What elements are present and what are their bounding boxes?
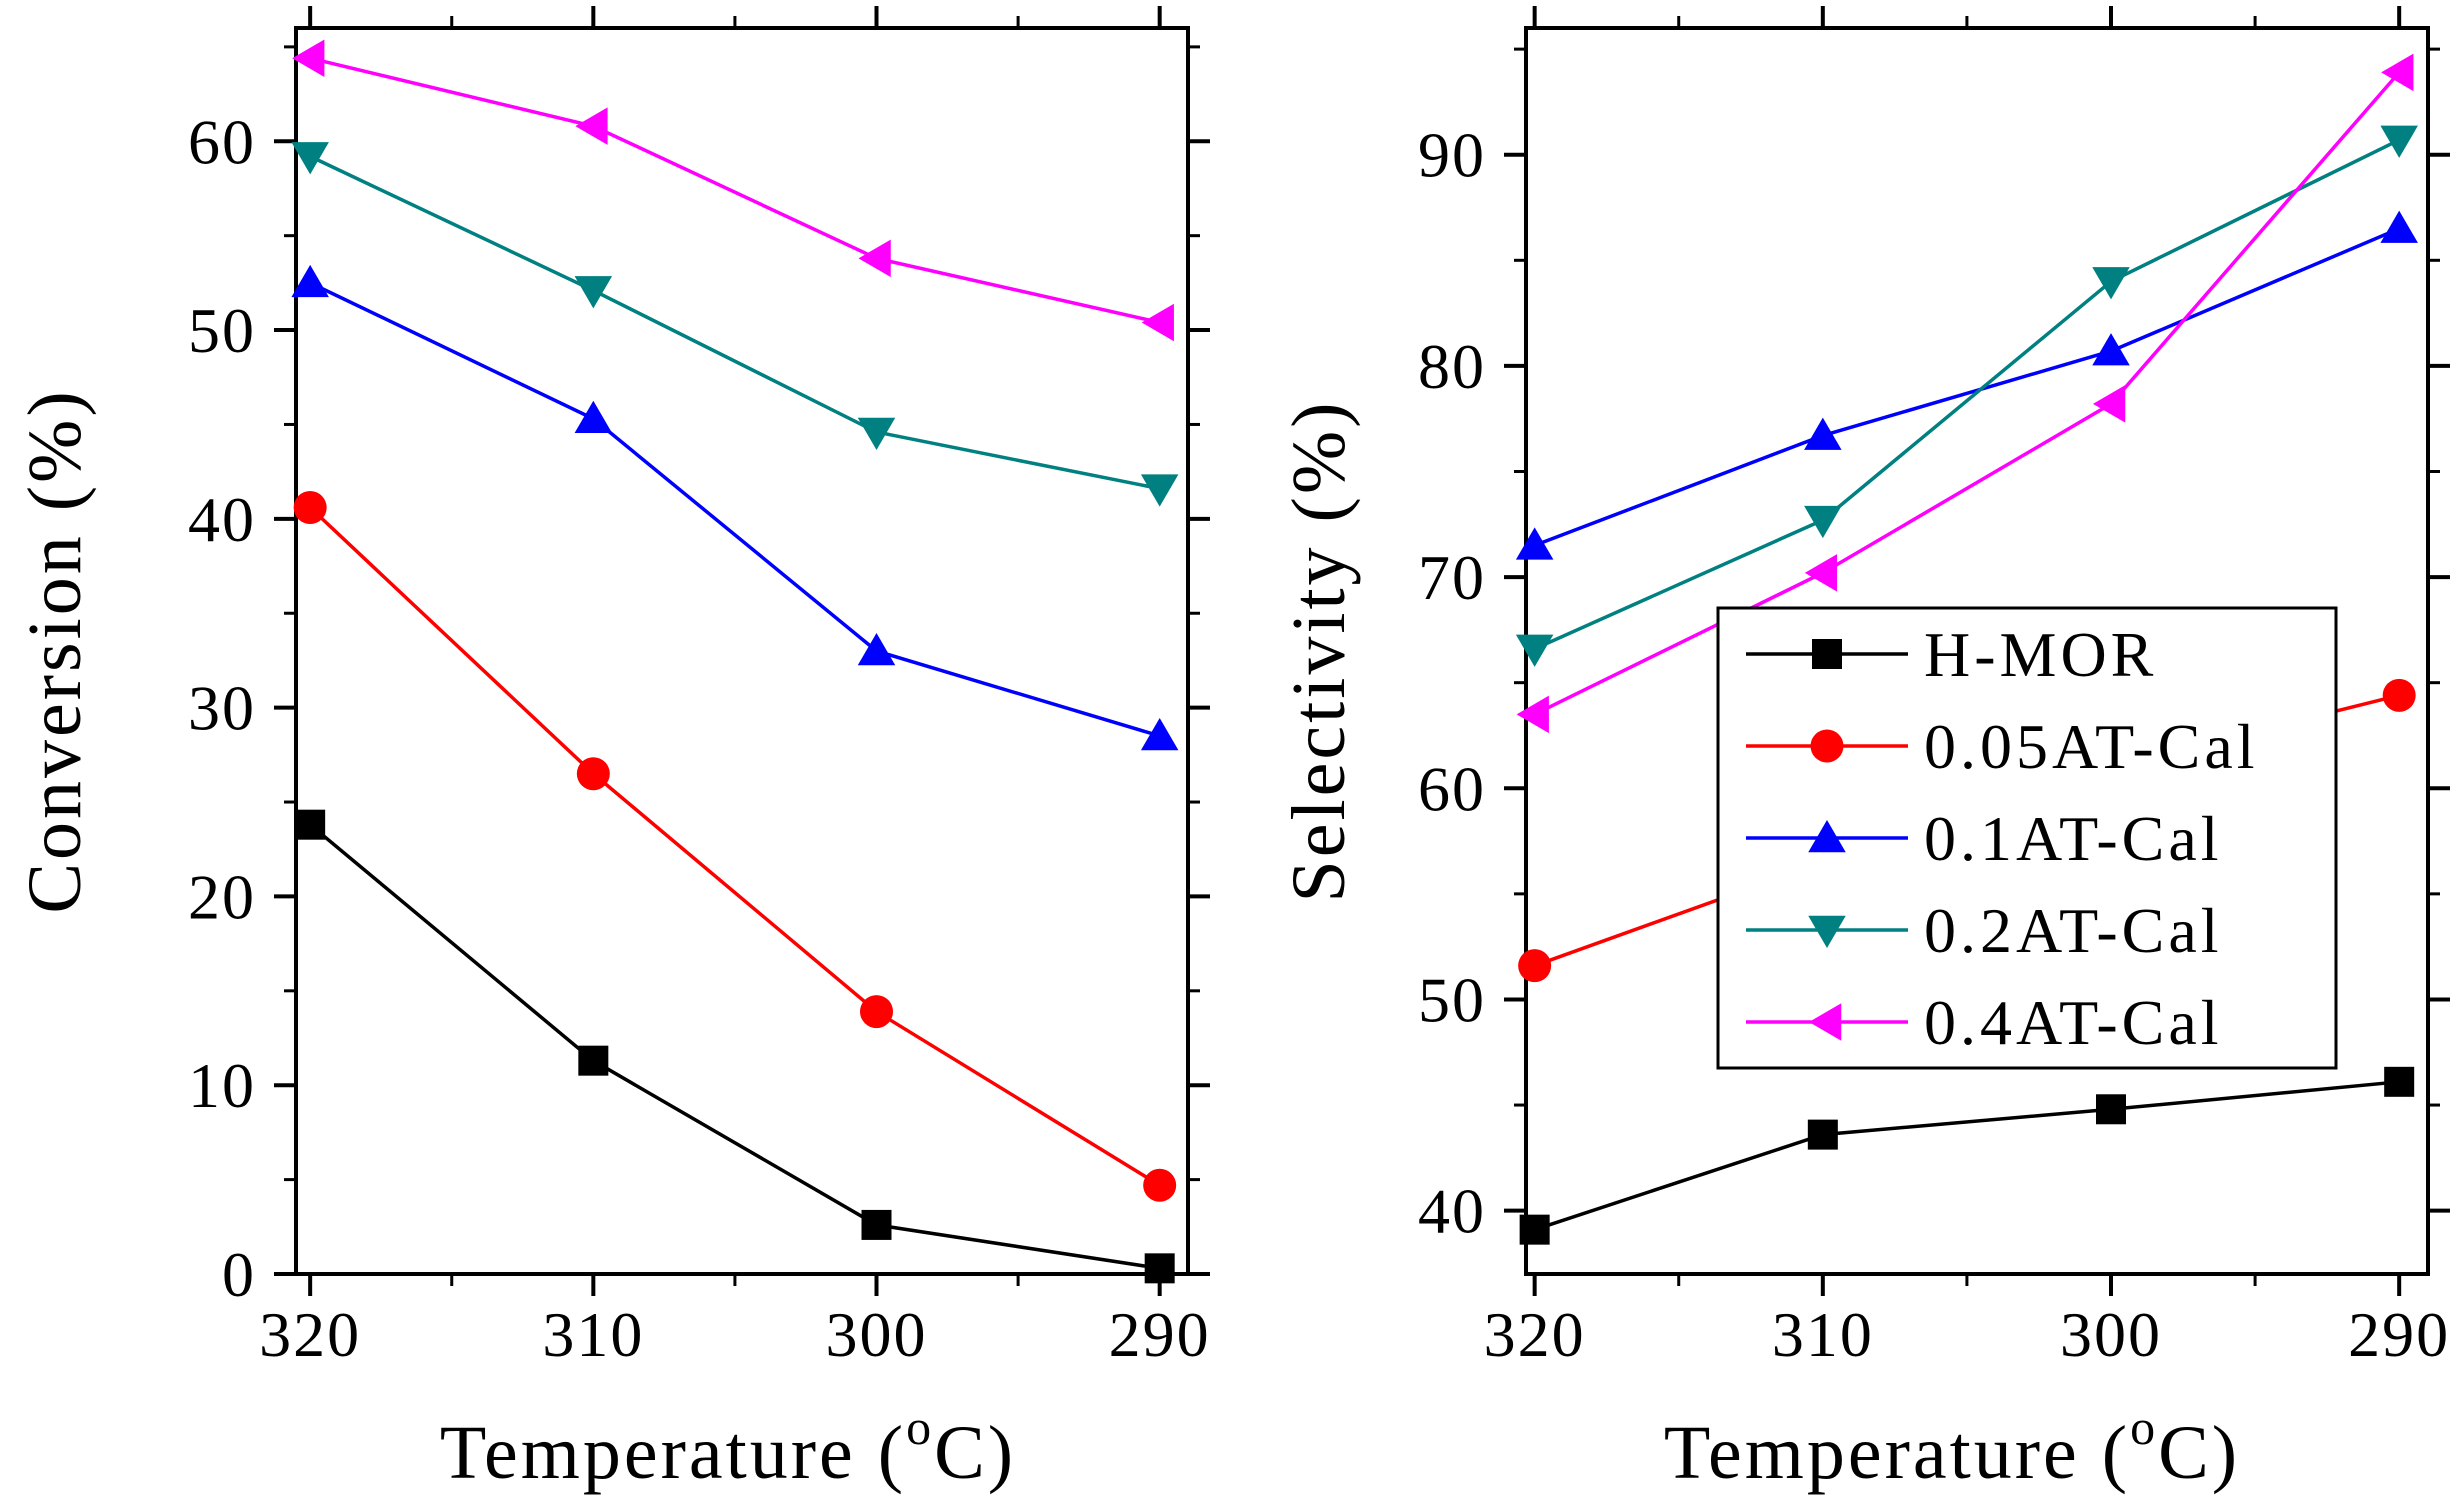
data-point-s5-p2 xyxy=(575,107,608,145)
data-point-s3-p2 xyxy=(574,400,613,434)
series-line-1 xyxy=(1534,1080,2400,1232)
x-axis-title: Temperature (oC) xyxy=(1664,1399,2240,1495)
legend-label: 0.4AT-Cal xyxy=(1924,987,2223,1058)
series-line-1 xyxy=(309,823,1160,1271)
data-point-s5-p1 xyxy=(292,39,325,77)
x-axis-title-end: C) xyxy=(2158,1411,2240,1495)
series-line-4 xyxy=(1533,138,2400,651)
data-point-s2-p3 xyxy=(860,995,894,1029)
y-tick-label: 40 xyxy=(1418,1176,1486,1247)
data-point-s3-p4 xyxy=(1140,717,1179,751)
data-point-s5-p4 xyxy=(2381,53,2414,92)
y-axis-title: Selectivity (%) xyxy=(1277,400,1361,903)
chart-panel-2: 40 50 60 70 80 90 320 310 300 290 Temperature (oC)… xyxy=(1277,6,2450,1495)
legend: H-MOR 0.05AT-Cal 0.1AT-Cal 0.2AT-Cal 0.4AT-C… xyxy=(1716,606,2338,1070)
data-point-s1-p1 xyxy=(295,809,326,840)
data-point-s4-p3 xyxy=(857,417,896,451)
x-axis-title-sup: o xyxy=(2130,1399,2158,1455)
data-point-s1-p4 xyxy=(2384,1066,2415,1097)
data-point-s5-p4 xyxy=(1141,303,1174,342)
x-tick-label: 310 xyxy=(542,1299,644,1370)
y-tick-label: 60 xyxy=(188,106,256,177)
series-line-3 xyxy=(309,281,1161,738)
data-point-s2-p4 xyxy=(1143,1168,1177,1202)
x-axis-title-end: C) xyxy=(934,1411,1016,1495)
legend-marker xyxy=(1808,820,1846,853)
data-point-s3-p4 xyxy=(2380,210,2418,243)
legend-label: H-MOR xyxy=(1924,619,2157,690)
legend-marker xyxy=(1810,729,1844,763)
data-point-s4-p1 xyxy=(1515,634,1554,667)
legend-marker xyxy=(1809,1003,1842,1041)
legend-label: 0.05AT-Cal xyxy=(1924,711,2259,782)
data-point-s5-p2 xyxy=(1804,554,1838,592)
data-point-s2-p2 xyxy=(576,757,610,791)
series-line-5 xyxy=(1533,71,2401,716)
y-tick-label: 0 xyxy=(222,1239,256,1310)
data-point-s3-p1 xyxy=(1515,527,1554,560)
data-point-s5-p1 xyxy=(1516,695,1549,734)
legend-label: 0.1AT-Cal xyxy=(1924,803,2223,874)
x-axis-title-main: Temperature ( xyxy=(1664,1411,2130,1495)
y-tick-label: 70 xyxy=(1418,542,1486,613)
legend-label: 0.2AT-Cal xyxy=(1924,895,2223,966)
data-point-s1-p1 xyxy=(1519,1214,1550,1245)
series-line-3 xyxy=(1534,227,2400,548)
data-point-s3-p3 xyxy=(857,633,896,666)
y-axis-title: Conversion (%) xyxy=(13,388,97,913)
x-axis-title: Temperature (oC) xyxy=(440,1399,1016,1495)
y-tick-label: 20 xyxy=(188,861,256,932)
x-tick-label: 300 xyxy=(826,1299,928,1370)
y-tick-label: 50 xyxy=(188,295,256,366)
data-point-s5-p3 xyxy=(858,239,891,278)
data-point-s4-p4 xyxy=(1140,474,1179,507)
data-point-s4-p1 xyxy=(291,142,329,175)
series-line-2 xyxy=(308,506,1161,1187)
data-point-s3-p3 xyxy=(2092,333,2130,366)
legend-marker xyxy=(1808,915,1846,948)
data-point-s3-p2 xyxy=(1804,417,1842,450)
y-tick-label: 90 xyxy=(1418,120,1486,191)
data-point-s4-p3 xyxy=(2092,267,2130,300)
data-point-s4-p2 xyxy=(574,276,613,309)
data-point-s5-p3 xyxy=(2093,385,2126,423)
y-tick-label: 60 xyxy=(1418,753,1486,824)
data-point-s1-p2 xyxy=(578,1045,609,1076)
y-tick-label: 40 xyxy=(188,484,256,555)
y-tick-label: 10 xyxy=(188,1050,256,1121)
x-tick-label: 290 xyxy=(2348,1299,2450,1370)
data-point-s2-p1 xyxy=(293,491,327,525)
legend-marker xyxy=(1812,639,1842,669)
data-point-s2-p1 xyxy=(1518,949,1552,983)
data-point-s4-p2 xyxy=(1804,505,1842,539)
data-point-s1-p3 xyxy=(861,1209,892,1240)
x-tick-label: 320 xyxy=(1484,1299,1586,1370)
series-line-5 xyxy=(309,56,1161,325)
series-line-4 xyxy=(309,154,1161,491)
plot-frame xyxy=(294,26,1190,1276)
x-axis-title-sup: o xyxy=(906,1399,934,1455)
x-tick-label: 300 xyxy=(2060,1299,2162,1370)
y-tick-label: 50 xyxy=(1418,964,1486,1035)
y-tick-label: 30 xyxy=(188,673,256,744)
data-point-s2-p4 xyxy=(2382,678,2416,712)
x-tick-label: 320 xyxy=(259,1299,361,1370)
data-point-s1-p3 xyxy=(2096,1094,2127,1125)
data-point-s1-p4 xyxy=(1144,1253,1175,1284)
x-axis-title-main: Temperature ( xyxy=(440,1411,906,1495)
data-point-s4-p4 xyxy=(2380,125,2418,158)
data-point-s3-p1 xyxy=(291,264,329,298)
x-tick-label: 310 xyxy=(1772,1299,1874,1370)
x-tick-label: 290 xyxy=(1109,1299,1211,1370)
data-point-s1-p2 xyxy=(1807,1119,1838,1150)
y-tick-label: 80 xyxy=(1418,331,1486,402)
